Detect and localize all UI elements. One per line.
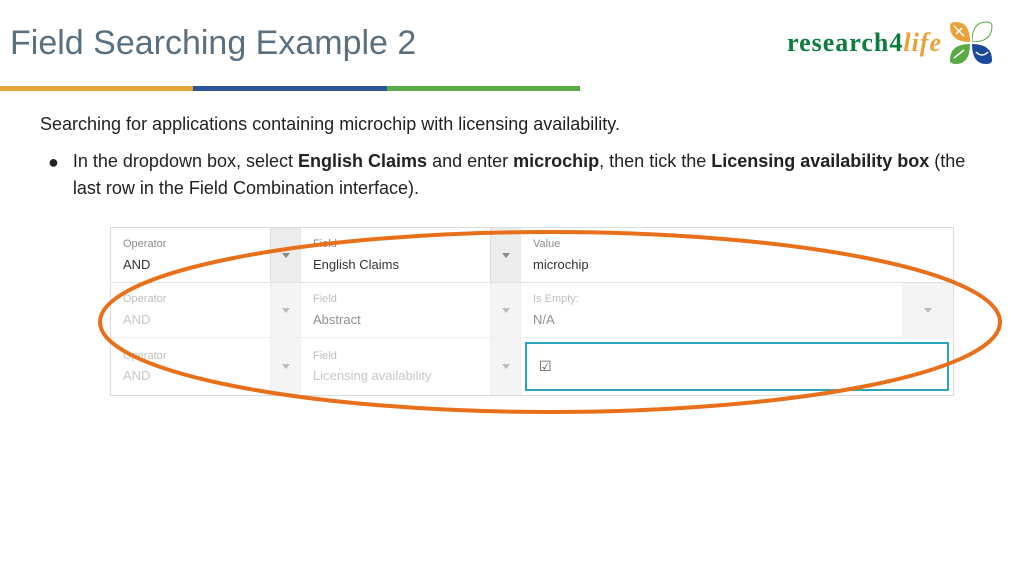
- value-cell[interactable]: Value microchip: [521, 228, 953, 282]
- logo-icon: [948, 20, 994, 66]
- bullet-item: ● In the dropdown box, select English Cl…: [48, 148, 994, 202]
- chevron-down-icon: [924, 308, 932, 313]
- value-cell[interactable]: Is Empty: N/A: [521, 283, 903, 337]
- chevron-down-icon: [282, 253, 290, 258]
- chevron-down-icon: [502, 364, 510, 369]
- dropdown-button[interactable]: [270, 228, 300, 282]
- operator-cell[interactable]: Operator AND: [111, 338, 301, 395]
- page-title: Field Searching Example 2: [10, 24, 416, 63]
- logo: research4life: [787, 20, 1024, 66]
- dropdown-button[interactable]: [903, 283, 953, 337]
- dropdown-button[interactable]: [490, 283, 520, 337]
- divider: [0, 86, 580, 91]
- operator-cell[interactable]: Operator AND: [111, 283, 301, 337]
- chevron-down-icon: [502, 308, 510, 313]
- operator-cell[interactable]: Operator AND: [111, 228, 301, 282]
- chevron-down-icon: [282, 308, 290, 313]
- extra-cell[interactable]: [903, 283, 953, 337]
- field-cell[interactable]: Field Abstract: [301, 283, 521, 337]
- screenshot: Operator AND Field English Claims Value …: [110, 227, 954, 437]
- logo-text: research4life: [787, 28, 942, 58]
- field-cell[interactable]: Field Licensing availability: [301, 338, 521, 395]
- dropdown-button[interactable]: [270, 338, 300, 395]
- field-combination-table: Operator AND Field English Claims Value …: [110, 227, 954, 396]
- dropdown-button[interactable]: [490, 338, 520, 395]
- intro-text: Searching for applications containing mi…: [40, 111, 994, 138]
- bullet-text: In the dropdown box, select English Clai…: [73, 148, 994, 202]
- table-row: Operator AND Field English Claims Value …: [111, 228, 953, 283]
- licensing-checkbox-cell[interactable]: ☑: [525, 342, 949, 391]
- table-row: Operator AND Field Licensing availabilit…: [111, 338, 953, 395]
- dropdown-button[interactable]: [490, 228, 520, 282]
- field-cell[interactable]: Field English Claims: [301, 228, 521, 282]
- bullet-dot-icon: ●: [48, 148, 59, 202]
- dropdown-button[interactable]: [270, 283, 300, 337]
- table-row: Operator AND Field Abstract Is Empty: N/…: [111, 283, 953, 338]
- chevron-down-icon: [282, 364, 290, 369]
- checkbox-icon: ☑: [539, 356, 552, 377]
- chevron-down-icon: [502, 253, 510, 258]
